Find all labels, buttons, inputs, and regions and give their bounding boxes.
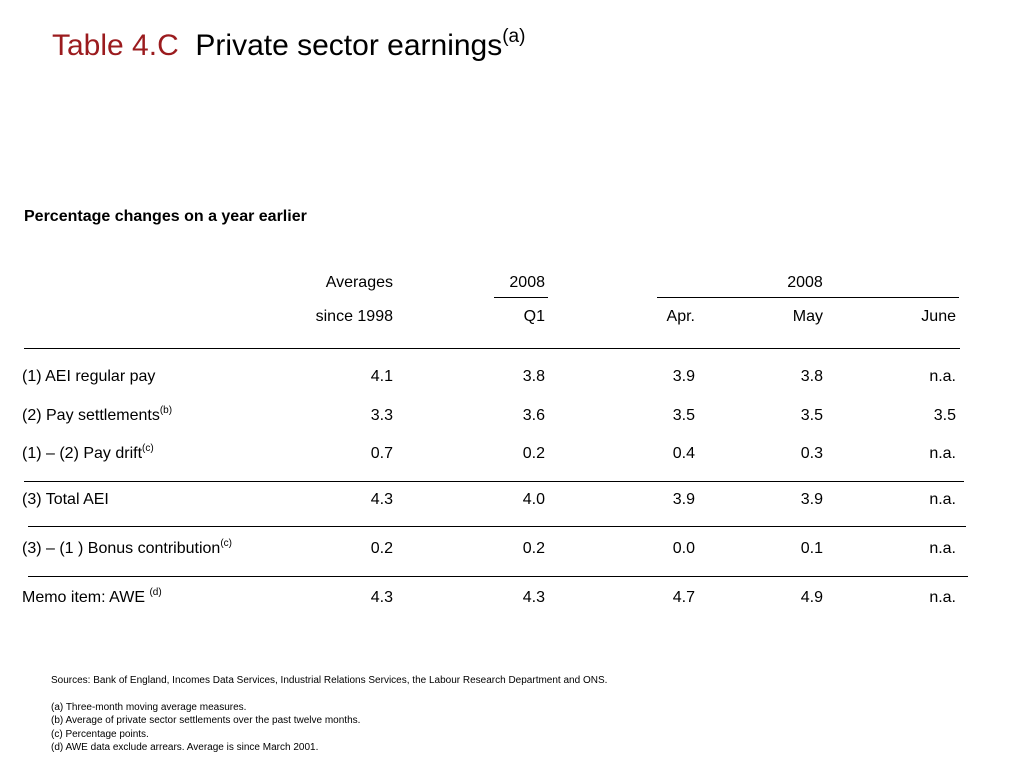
row-value-may: 0.1 [800, 540, 823, 557]
header-q1: Q1 [523, 308, 545, 325]
row-value-apr: 3.9 [672, 368, 695, 385]
row-separator-rule [28, 526, 966, 527]
row-value-averages: 0.2 [370, 540, 393, 557]
row-value-apr: 0.4 [672, 445, 695, 462]
header-bottom-rule [24, 348, 960, 349]
row-value-q1: 4.0 [522, 491, 545, 508]
header-apr: Apr. [666, 308, 695, 325]
row-separator-rule [28, 576, 968, 577]
footnote-d: (d) AWE data exclude arrears. Average is… [51, 742, 319, 753]
header-since-1998: since 1998 [315, 308, 393, 325]
row-value-june: n.a. [929, 589, 956, 606]
row-footnote-marker: (c) [142, 442, 154, 454]
table-number: Table 4.C [52, 29, 179, 62]
row-value-apr: 3.9 [672, 491, 695, 508]
footnote-c: (c) Percentage points. [51, 729, 149, 740]
row-label: (2) Pay settlements(b) [22, 404, 173, 424]
row-footnote-marker: (d) [149, 586, 162, 598]
row-value-june: n.a. [929, 368, 956, 385]
row-footnote-marker: (b) [159, 404, 173, 416]
header-quarter-rule [494, 297, 548, 298]
row-label: (3) Total AEI [22, 491, 109, 508]
header-2008-quarter: 2008 [509, 274, 545, 291]
header-june: June [921, 308, 956, 325]
row-value-q1: 0.2 [522, 540, 545, 557]
row-value-may: 3.8 [800, 368, 823, 385]
row-value-averages: 0.7 [370, 445, 393, 462]
row-label: (1) AEI regular pay [22, 368, 156, 385]
row-value-apr: 4.7 [672, 589, 695, 606]
footnote-b: (b) Average of private sector settlement… [51, 715, 361, 726]
row-value-may: 3.9 [800, 491, 823, 508]
row-value-q1: 3.8 [522, 368, 545, 385]
row-label: (3) – (1 ) Bonus contribution(c) [22, 537, 232, 557]
table-subtitle: Percentage changes on a year earlier [24, 208, 307, 225]
header-months-rule [657, 297, 959, 298]
row-value-q1: 0.2 [522, 445, 545, 462]
row-value-q1: 4.3 [522, 589, 545, 606]
row-value-june: n.a. [929, 491, 956, 508]
row-value-may: 0.3 [800, 445, 823, 462]
row-value-averages: 4.3 [370, 589, 393, 606]
row-label: (1) – (2) Pay drift(c) [22, 442, 154, 462]
header-2008-months: 2008 [787, 274, 823, 291]
row-label: Memo item: AWE (d) [22, 586, 162, 606]
row-value-apr: 3.5 [672, 407, 695, 424]
row-value-june: 3.5 [933, 407, 956, 424]
table-title-text: Private sector earnings [195, 29, 503, 62]
title-footnote-marker: (a) [502, 26, 526, 47]
row-value-june: n.a. [929, 540, 956, 557]
footnote-a: (a) Three-month moving average measures. [51, 702, 247, 713]
page-title: Table 4.C Private sector earnings(a) [52, 26, 525, 66]
row-value-averages: 3.3 [370, 407, 393, 424]
row-value-may: 3.5 [800, 407, 823, 424]
row-value-apr: 0.0 [672, 540, 695, 557]
row-value-averages: 4.3 [370, 491, 393, 508]
row-value-may: 4.9 [800, 589, 823, 606]
row-value-q1: 3.6 [522, 407, 545, 424]
row-footnote-marker: (c) [220, 537, 232, 549]
row-value-averages: 4.1 [370, 368, 393, 385]
row-value-june: n.a. [929, 445, 956, 462]
footnote-sources: Sources: Bank of England, Incomes Data S… [51, 675, 608, 686]
row-separator-rule [24, 481, 964, 482]
header-averages: Averages [325, 274, 393, 291]
header-may: May [792, 308, 823, 325]
